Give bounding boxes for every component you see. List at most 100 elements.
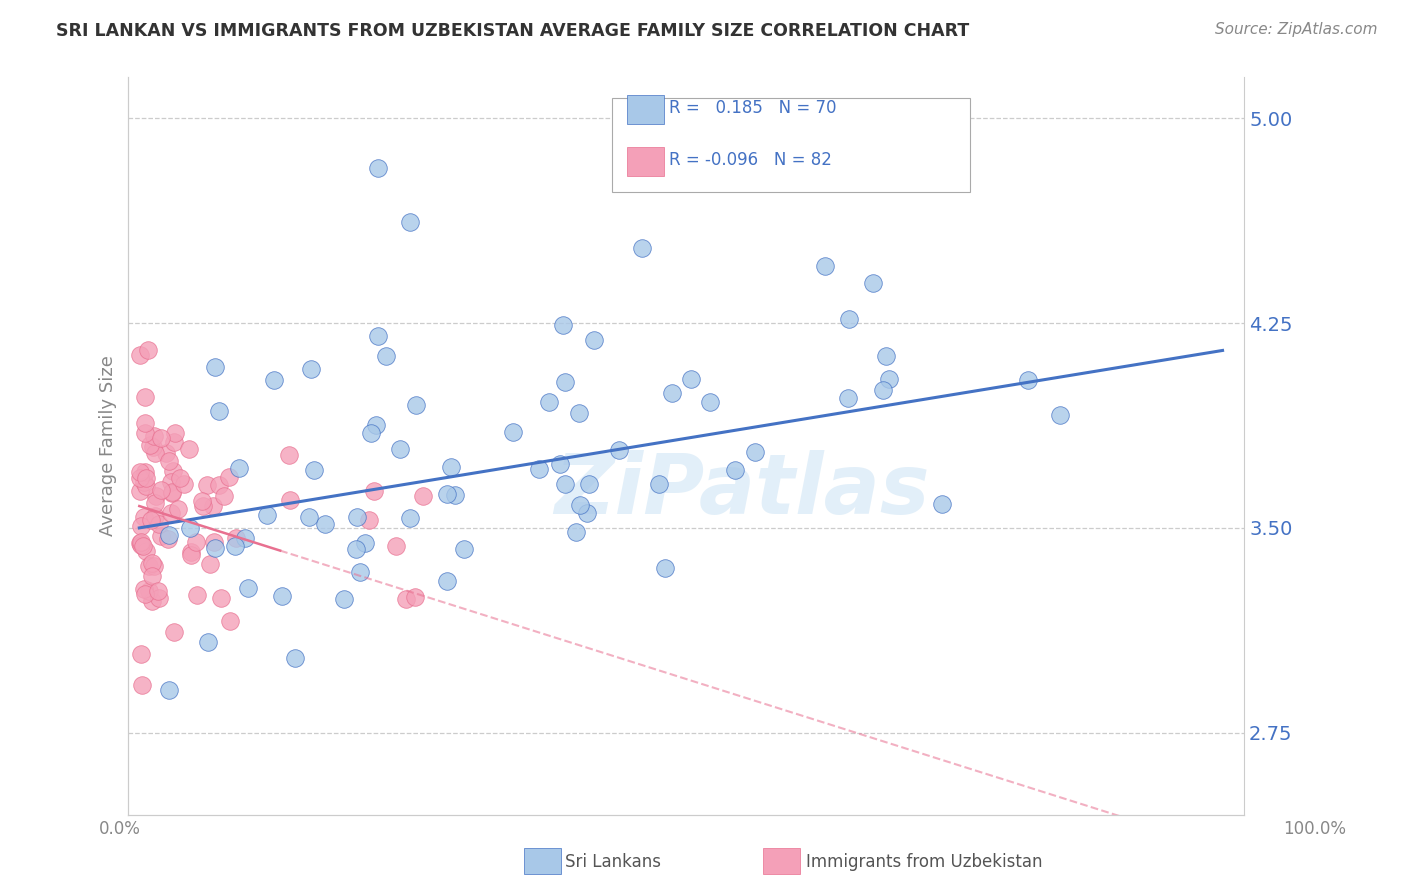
Text: Source: ZipAtlas.com: Source: ZipAtlas.com [1215,22,1378,37]
Point [160,485,183,500]
Point [169,471,191,485]
Point [150,430,173,444]
Point [872,383,894,397]
Text: Sri Lankans: Sri Lankans [565,853,661,871]
Point [219,614,242,628]
Point [155,446,177,460]
Point [132,582,155,596]
Point [129,538,152,552]
Point [150,529,173,543]
Point [375,349,398,363]
Point [208,478,231,492]
Point [654,561,676,575]
Point [134,416,156,430]
Point [609,443,631,458]
Point [332,591,354,606]
Text: SRI LANKAN VS IMMIGRANTS FROM UZBEKISTAN AVERAGE FAMILY SIZE CORRELATION CHART: SRI LANKAN VS IMMIGRANTS FROM UZBEKISTAN… [56,22,970,40]
Point [134,390,156,404]
Point [814,259,837,273]
Point [568,406,591,420]
Point [568,499,591,513]
Point [875,349,897,363]
Point [263,373,285,387]
Point [143,446,166,460]
Y-axis label: Average Family Size: Average Family Size [100,356,117,536]
Point [931,497,953,511]
Point [204,359,226,374]
Point [129,534,152,549]
Text: ZiPatlas: ZiPatlas [554,450,929,531]
Point [838,312,860,326]
Point [129,348,152,362]
Point [156,532,179,546]
Point [357,513,380,527]
Point [134,425,156,440]
Point [212,489,235,503]
Point [299,362,322,376]
Point [235,531,257,545]
Point [837,391,859,405]
Point [129,536,152,550]
Point [129,471,152,485]
Point [134,587,156,601]
Point [554,477,576,491]
Point [200,557,222,571]
Point [367,161,389,175]
Point [157,682,180,697]
Point [162,625,184,640]
Point [132,475,155,489]
Point [180,545,202,559]
Point [150,483,173,497]
Point [527,462,550,476]
Point [225,531,247,545]
Text: 100.0%: 100.0% [1284,820,1346,838]
Point [366,417,388,432]
Point [502,425,524,440]
Text: R =   0.185   N = 70: R = 0.185 N = 70 [669,99,837,117]
Point [399,510,422,524]
Point [228,460,250,475]
Point [538,394,561,409]
Point [138,558,160,573]
Point [548,457,571,471]
Point [202,535,225,549]
Point [862,276,884,290]
Point [354,535,377,549]
Point [141,556,163,570]
Point [346,509,368,524]
Point [209,591,232,605]
Point [681,372,703,386]
Point [224,539,246,553]
Point [554,376,576,390]
Point [139,513,162,527]
Point [578,477,600,491]
Point [553,318,575,332]
Point [204,541,226,555]
Point [191,494,214,508]
Point [129,519,152,533]
Point [349,566,371,580]
Point [302,463,325,477]
Point [134,465,156,479]
Point [148,517,170,532]
Point [648,477,671,491]
Point [724,463,747,477]
Point [195,478,218,492]
Point [186,534,208,549]
Point [631,241,654,255]
Point [141,569,163,583]
Point [162,484,184,499]
Point [284,650,307,665]
Point [582,333,605,347]
Point [360,425,382,440]
Point [436,487,458,501]
Point [145,489,167,503]
Point [160,475,183,489]
Point [131,678,153,692]
Point [575,507,598,521]
Point [1049,408,1071,422]
Point [159,507,181,521]
Point [165,425,187,440]
Point [256,508,278,523]
Point [167,501,190,516]
